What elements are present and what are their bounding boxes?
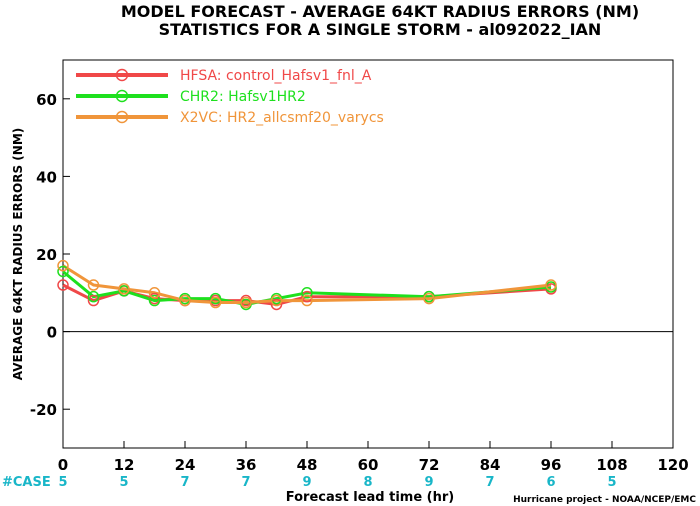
x-tick-label: 48 <box>297 456 318 474</box>
series-2-point <box>301 287 313 299</box>
series-points <box>57 259 557 311</box>
y-tick-label: 0 <box>47 324 57 342</box>
series-3-point <box>118 283 130 295</box>
case-count: 7 <box>485 475 494 490</box>
y-tick-label: 60 <box>36 91 57 109</box>
x-tick-label: 72 <box>419 456 440 474</box>
y-axis-label: AVERAGE 64KT RADIUS ERRORS (NM) <box>11 128 25 380</box>
case-count: 9 <box>424 475 433 490</box>
case-count: 6 <box>546 475 555 490</box>
series-line-2 <box>62 270 552 306</box>
x-tick-label: 36 <box>236 456 257 474</box>
series-3-point <box>179 294 191 307</box>
chart-title-line1: MODEL FORECAST - AVERAGE 64KT RADIUS ERR… <box>121 2 639 21</box>
case-count: 5 <box>119 475 128 490</box>
series-3-point <box>240 296 252 309</box>
case-count: 8 <box>363 475 372 490</box>
series-1-point <box>270 298 283 311</box>
x-tick-label: 108 <box>596 456 627 474</box>
y-tick-label: -20 <box>30 401 57 419</box>
footer-credit: Hurricane project - NOAA/NCEP/EMC <box>513 495 696 505</box>
case-count: 9 <box>302 475 311 490</box>
x-tick-label: 12 <box>114 456 135 474</box>
x-tick-label: 60 <box>358 456 379 474</box>
series-3-point <box>148 287 161 299</box>
legend-marker-2 <box>115 89 129 103</box>
series-3-point <box>87 279 100 291</box>
case-label: #CASE <box>2 475 51 490</box>
case-count: 7 <box>180 475 189 490</box>
case-count: 7 <box>241 475 250 490</box>
chart-title-line2: STATISTICS FOR A SINGLE STORM - al092022… <box>159 20 602 39</box>
series-line-3 <box>62 264 552 304</box>
case-count: 5 <box>607 475 616 490</box>
x-tick-label: 120 <box>657 456 688 474</box>
series-2-point <box>57 265 69 278</box>
x-tick-label: 96 <box>541 456 562 474</box>
legend-marker-3 <box>115 110 129 124</box>
legend-marker-1 <box>115 68 129 82</box>
x-axis-label: Forecast lead time (hr) <box>286 490 454 505</box>
series-1-point <box>87 294 100 307</box>
series-1-point <box>57 279 69 291</box>
series-2-point <box>148 294 161 307</box>
x-tick-label: 24 <box>175 456 196 474</box>
legend: HFSA: control_Hafsv1_fnl_A CHR2: Hafsv1HR… <box>76 68 384 126</box>
series-1-point <box>301 290 313 303</box>
legend-label-1: HFSA: control_Hafsv1_fnl_A <box>180 68 372 84</box>
x-axis-ticks: 0 12 24 36 48 60 72 84 96 108 120 <box>58 441 689 474</box>
legend-label-2: CHR2: Hafsv1HR2 <box>180 89 306 105</box>
series-2-point <box>209 292 222 305</box>
series-3-point <box>423 292 435 305</box>
series-3-point <box>57 259 69 272</box>
y-tick-label: 40 <box>36 168 57 186</box>
series-3-point <box>209 296 222 309</box>
case-counts: 5 5 7 7 9 8 9 7 6 5 <box>58 475 616 490</box>
series-3-point <box>270 294 283 307</box>
legend-label-3: X2VC: HR2_allcsmf20_varycs <box>180 110 384 126</box>
y-tick-label: 20 <box>36 246 57 264</box>
y-axis-ticks: -20 0 20 40 60 <box>30 91 70 419</box>
series-3-point <box>301 294 313 307</box>
series-3-point <box>545 279 557 291</box>
x-tick-label: 0 <box>58 456 68 474</box>
x-tick-label: 84 <box>480 456 501 474</box>
series-lines <box>62 264 552 306</box>
series-2-point <box>87 290 100 303</box>
case-count: 5 <box>58 475 67 490</box>
